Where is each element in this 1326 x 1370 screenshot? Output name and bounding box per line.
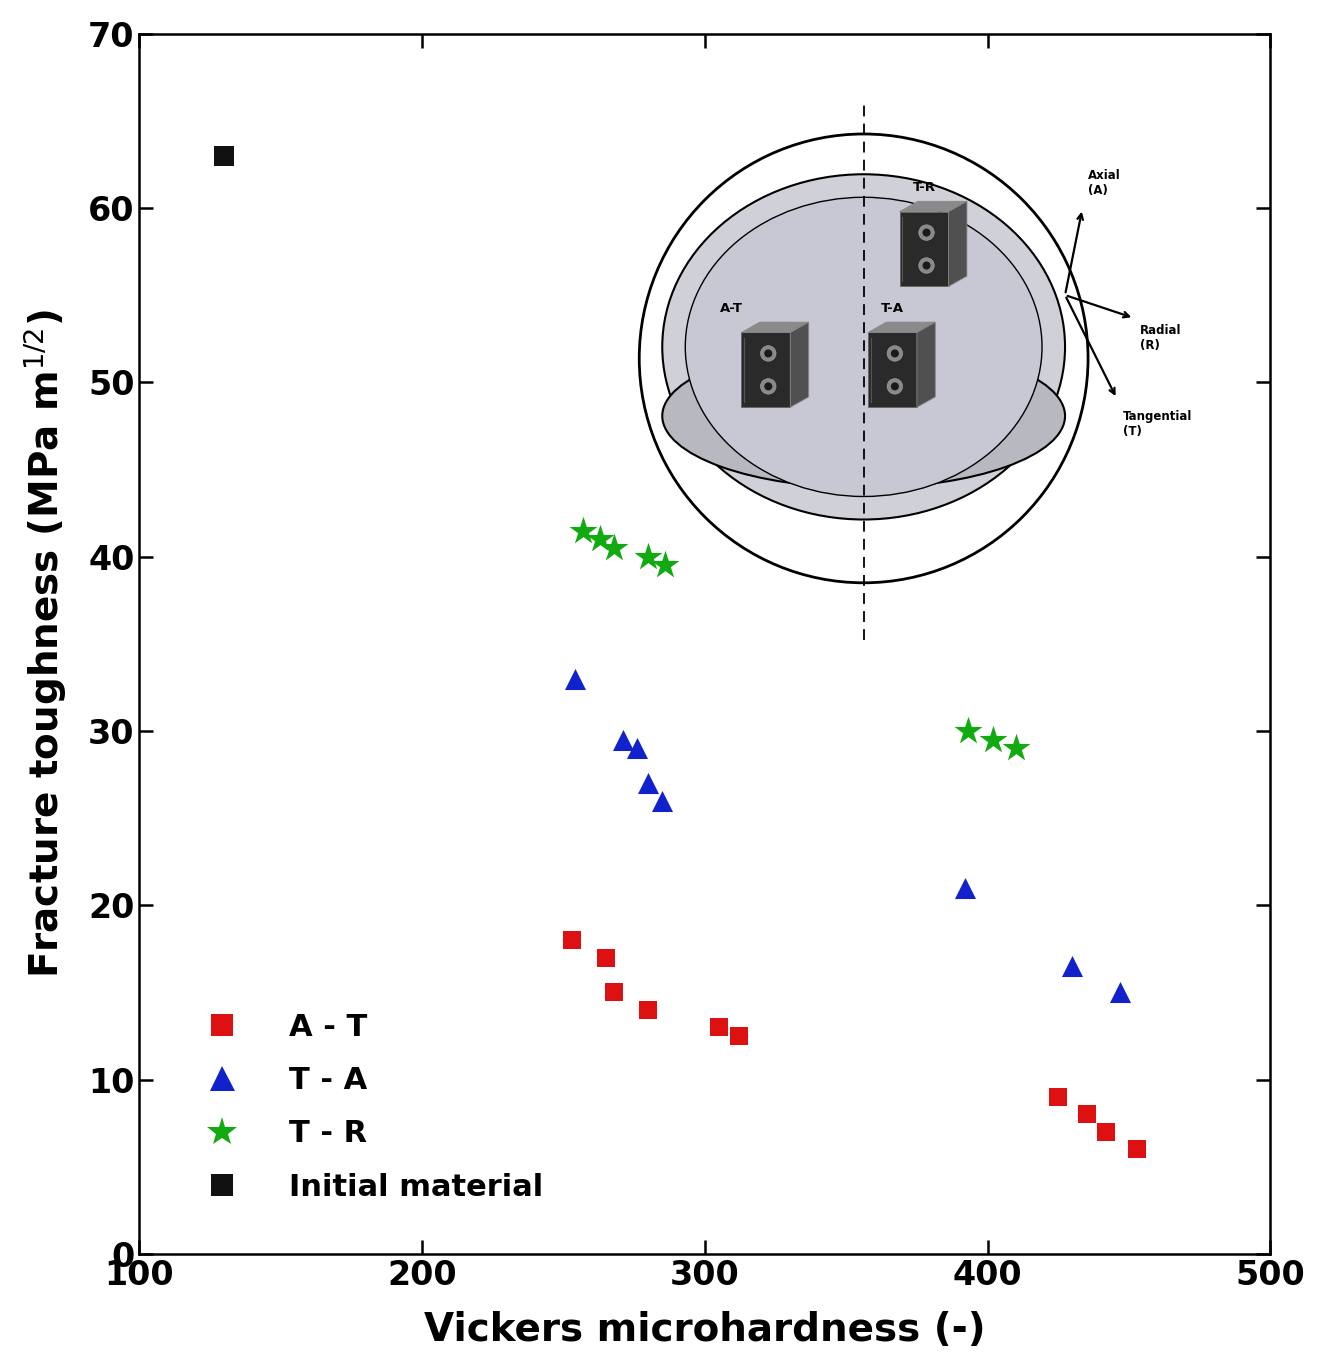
Point [1110, 981, 1131, 1003]
Polygon shape [899, 201, 967, 212]
Ellipse shape [639, 134, 1089, 582]
Point [1062, 955, 1083, 977]
Point [573, 519, 594, 541]
Point [955, 877, 976, 899]
Point [1005, 737, 1026, 759]
Circle shape [891, 382, 899, 390]
Polygon shape [790, 322, 809, 407]
Circle shape [891, 349, 899, 358]
Point [603, 981, 625, 1003]
Point [652, 789, 674, 811]
Circle shape [919, 258, 935, 273]
Ellipse shape [662, 344, 1065, 488]
Point [613, 729, 634, 751]
Point [213, 145, 235, 167]
Text: Tangential
(T): Tangential (T) [1123, 410, 1192, 438]
Circle shape [919, 225, 935, 240]
Point [590, 529, 611, 551]
Legend: A - T, T - A, T - R, Initial material: A - T, T - A, T - R, Initial material [155, 975, 579, 1238]
Circle shape [887, 378, 903, 395]
Point [626, 737, 647, 759]
Point [595, 947, 617, 969]
Text: Radial
(R): Radial (R) [1140, 323, 1181, 352]
Ellipse shape [662, 174, 1065, 519]
Text: T-A: T-A [880, 303, 904, 315]
Point [638, 545, 659, 567]
Circle shape [761, 345, 776, 362]
Point [983, 729, 1004, 751]
Point [1127, 1138, 1148, 1160]
Point [638, 999, 659, 1021]
Polygon shape [741, 333, 790, 407]
Polygon shape [948, 201, 967, 286]
Y-axis label: Fracture toughness (MPa m$^{1/2}$): Fracture toughness (MPa m$^{1/2}$) [21, 310, 69, 978]
Polygon shape [869, 333, 916, 407]
Point [603, 537, 625, 559]
Polygon shape [741, 322, 809, 333]
Point [957, 721, 979, 743]
Point [638, 773, 659, 795]
Point [655, 555, 676, 577]
Text: T-R: T-R [912, 181, 936, 195]
Circle shape [764, 382, 772, 390]
Point [1095, 1121, 1116, 1143]
Circle shape [761, 378, 776, 395]
Text: A-T: A-T [720, 303, 743, 315]
Polygon shape [916, 322, 935, 407]
Circle shape [923, 262, 931, 270]
Polygon shape [899, 212, 948, 286]
Circle shape [923, 229, 931, 237]
Polygon shape [869, 322, 935, 333]
Point [1048, 1086, 1069, 1108]
Text: Axial
(A): Axial (A) [1089, 170, 1120, 197]
Point [728, 1025, 749, 1047]
Point [564, 667, 585, 689]
Circle shape [887, 345, 903, 362]
Point [708, 1017, 729, 1038]
Circle shape [764, 349, 772, 358]
Point [561, 929, 582, 951]
Point [1075, 1103, 1097, 1125]
Ellipse shape [686, 197, 1042, 496]
X-axis label: Vickers microhardness (-): Vickers microhardness (-) [424, 1311, 985, 1349]
